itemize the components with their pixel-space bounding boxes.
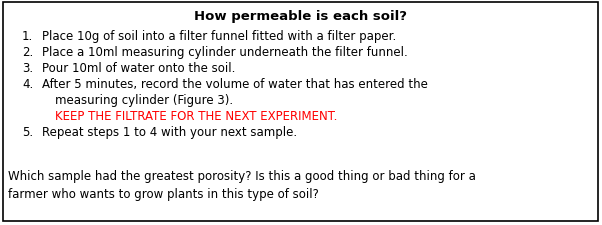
Text: farmer who wants to grow plants in this type of soil?: farmer who wants to grow plants in this … <box>8 187 319 200</box>
Text: 4.: 4. <box>22 78 33 91</box>
Text: KEEP THE FILTRATE FOR THE NEXT EXPERIMENT.: KEEP THE FILTRATE FOR THE NEXT EXPERIMEN… <box>55 110 337 122</box>
Text: 3.: 3. <box>22 62 33 75</box>
Text: How permeable is each soil?: How permeable is each soil? <box>194 10 408 23</box>
Text: 2.: 2. <box>22 46 33 59</box>
Text: 5.: 5. <box>22 126 33 138</box>
Text: Which sample had the greatest porosity? Is this a good thing or bad thing for a: Which sample had the greatest porosity? … <box>8 169 476 182</box>
Text: Place 10g of soil into a filter funnel fitted with a filter paper.: Place 10g of soil into a filter funnel f… <box>42 30 396 43</box>
Text: Place a 10ml measuring cylinder underneath the filter funnel.: Place a 10ml measuring cylinder undernea… <box>42 46 408 59</box>
Text: measuring cylinder (Figure 3).: measuring cylinder (Figure 3). <box>55 94 233 106</box>
Text: 1.: 1. <box>22 30 33 43</box>
Text: Repeat steps 1 to 4 with your next sample.: Repeat steps 1 to 4 with your next sampl… <box>42 126 297 138</box>
Text: Pour 10ml of water onto the soil.: Pour 10ml of water onto the soil. <box>42 62 235 75</box>
Text: After 5 minutes, record the volume of water that has entered the: After 5 minutes, record the volume of wa… <box>42 78 428 91</box>
